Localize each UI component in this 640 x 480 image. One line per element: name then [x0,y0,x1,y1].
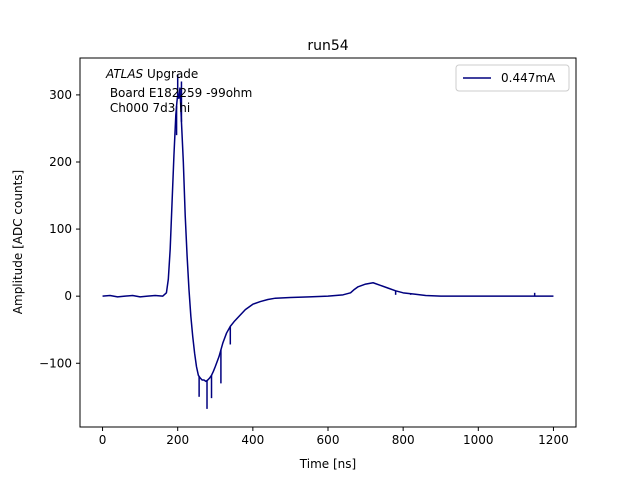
y-tick-label: 200 [49,155,72,169]
x-tick-label: 0 [99,433,107,447]
y-axis: −100 0 100 200 300 [39,88,80,370]
plot-area [102,74,554,409]
y-tick-label: −100 [39,356,72,370]
y-tick-label: 300 [49,88,72,102]
y-tick-label: 100 [49,222,72,236]
legend: 0.447mA [455,64,570,92]
x-axis-label: Time [ns] [299,457,356,471]
x-tick-label: 200 [166,433,189,447]
atlas-annotation: ATLAS Upgrade Board E182259 -99ohm Ch000… [105,67,252,115]
annotation-suffix: Upgrade [143,67,198,81]
annotation-channel: Ch000 7d3 hi [106,101,190,115]
series-line [102,87,554,383]
x-tick-label: 1200 [538,433,569,447]
y-tick-label: 0 [64,289,72,303]
legend-label: 0.447mA [501,71,556,85]
chart-title: run54 [307,38,348,54]
x-tick-label: 1000 [463,433,494,447]
annotation-title: ATLAS Upgrade [105,67,198,81]
x-axis: 0 200 400 600 800 1000 1200 [99,427,569,447]
annotation-prefix: ATLAS [105,67,144,81]
x-tick-label: 600 [317,433,340,447]
legend-box [455,64,570,92]
y-axis-label: Amplitude [ADC counts] [11,170,25,314]
annotation-board: Board E182259 -99ohm [106,86,252,100]
x-tick-label: 400 [241,433,264,447]
x-tick-label: 800 [392,433,415,447]
